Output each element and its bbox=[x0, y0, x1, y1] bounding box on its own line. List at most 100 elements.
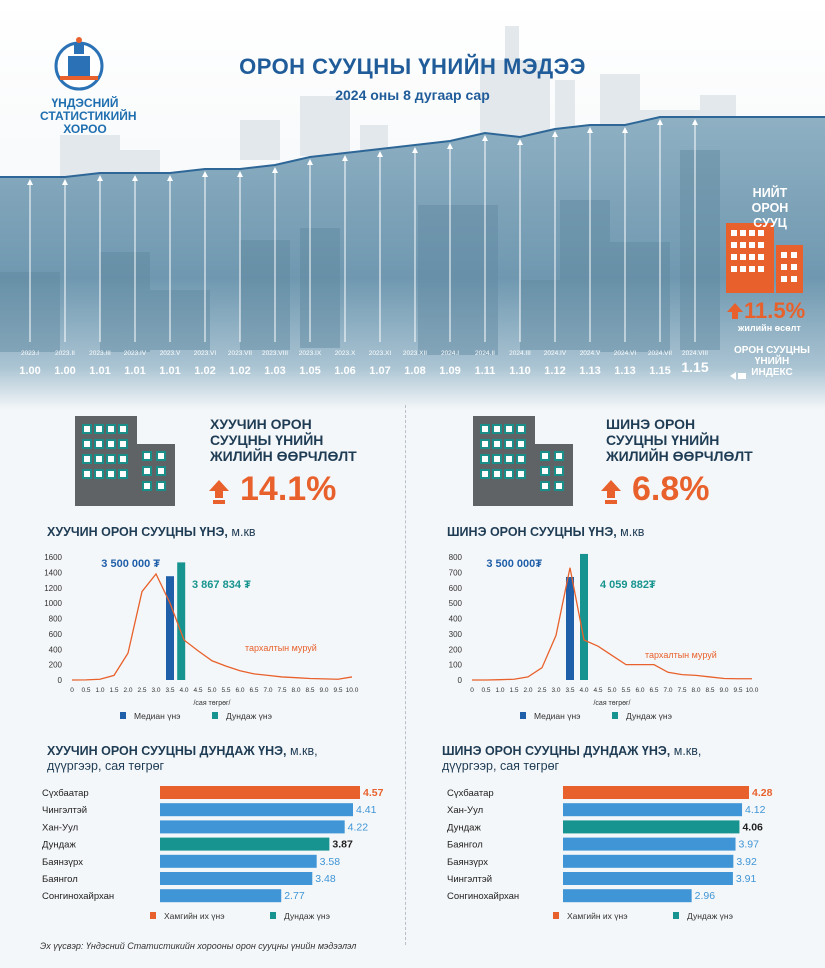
old-change-value: 14.1% bbox=[240, 470, 337, 508]
old-district-title-unit: м.кв, bbox=[289, 744, 318, 758]
dist-x-tick: 1.0 bbox=[495, 687, 504, 694]
index-arrow-icon bbox=[730, 372, 746, 380]
legend-avg-label: Дундаж үнэ bbox=[284, 911, 330, 921]
dist-x-tick: 8.0 bbox=[691, 687, 700, 694]
index-tick-arrow bbox=[202, 171, 208, 177]
page-title: ОРОН СУУЦНЫ ҮНИЙН МЭДЭЭ bbox=[239, 54, 586, 79]
old-change-title: ХУУЧИН ОРОН СУУЦНЫ ҮНИЙН ЖИЛИЙН ӨӨРЧЛӨЛТ bbox=[210, 416, 357, 464]
index-period-label: 2023.I bbox=[21, 350, 39, 357]
page-subtitle: 2024 оны 8 дугаар сар bbox=[335, 87, 490, 103]
district-label: Баянгол bbox=[42, 874, 78, 885]
dist-x-tick: 8.5 bbox=[705, 687, 714, 694]
index-tick-arrow bbox=[482, 135, 488, 141]
dist-x-tick: 4.5 bbox=[593, 687, 602, 694]
index-tick-arrow bbox=[692, 119, 698, 125]
index-value: 1.15 bbox=[649, 365, 670, 377]
dist-legend: Медиан үнэ Дундаж үнэ bbox=[520, 711, 672, 721]
new-district-chart: Сүхбаатар 4.28 Хан-Уул 4.12 Дундаж 4.06 Баянго… bbox=[447, 786, 773, 921]
index-tick-arrow bbox=[132, 175, 138, 181]
index-tick-arrow bbox=[517, 139, 523, 145]
district-bar bbox=[563, 837, 736, 851]
dist-x-tick: 0.5 bbox=[481, 687, 490, 694]
district-value-label: 3.48 bbox=[315, 873, 336, 885]
new-dist-unit: м.кв bbox=[620, 525, 645, 539]
index-tick-arrow bbox=[587, 127, 593, 133]
old-distribution-chart: 0 200 400 600 800 1000 1200 1400 1600 0 0.5 1.0 1.5 2… bbox=[44, 553, 359, 721]
curve-label: тархалтын муруй bbox=[645, 650, 717, 660]
index-value: 1.05 bbox=[299, 365, 320, 377]
district-label: Сүхбаатар bbox=[447, 788, 494, 799]
index-value: 1.00 bbox=[54, 365, 75, 377]
district-legend: Хамгийн их үнэ Дундаж үнэ bbox=[553, 911, 733, 921]
district-bar bbox=[563, 889, 692, 903]
dist-y-tick: 1000 bbox=[44, 599, 62, 608]
dist-x-tick: 6.5 bbox=[649, 687, 658, 694]
mean-value-label: 3 867 834 ₮ bbox=[192, 579, 251, 591]
dist-x-tick: 4.5 bbox=[193, 687, 202, 694]
district-value-label: 3.87 bbox=[332, 839, 353, 851]
new-district-title-line2: дүүргээр, сая төгрөг bbox=[442, 759, 560, 773]
index-value: 1.08 bbox=[404, 365, 425, 377]
new-district-title: ШИНЭ ОРОН СУУЦНЫ ДУНДАЖ ҮНЭ, м.кв, дүүрг… bbox=[442, 744, 701, 774]
total-housing-label: НИЙТ ОРОН СУУЦ bbox=[751, 186, 789, 230]
legend-max-label: Хамгийн их үнэ bbox=[164, 911, 225, 921]
dist-x-tick: 0 bbox=[70, 687, 74, 694]
index-value: 1.03 bbox=[264, 365, 285, 377]
index-period-label: 2024.VIII bbox=[682, 350, 708, 357]
index-period-label: 2024.II bbox=[475, 350, 495, 357]
index-period-label: 2023.VI bbox=[194, 350, 217, 357]
district-value-label: 3.91 bbox=[736, 873, 757, 885]
district-label: Чингэлтэй bbox=[42, 805, 87, 816]
dist-x-tick: 6.0 bbox=[235, 687, 244, 694]
district-value-label: 4.06 bbox=[742, 821, 763, 833]
annual-growth-label: жилийн өсөлт bbox=[738, 323, 801, 333]
distribution-curve bbox=[472, 567, 752, 681]
index-value: 1.01 bbox=[124, 365, 145, 377]
dist-x-tick: 2.0 bbox=[123, 687, 132, 694]
old-apartment-icon bbox=[75, 416, 175, 506]
column-divider bbox=[405, 405, 406, 945]
district-value-label: 2.77 bbox=[284, 890, 305, 902]
legend-avg-swatch bbox=[673, 912, 679, 919]
new-dist-title-text: ШИНЭ ОРОН СУУЦНЫ ҮНЭ, bbox=[447, 525, 617, 539]
index-period-label: 2023.IV bbox=[124, 350, 147, 357]
index-tick-arrow bbox=[412, 147, 418, 153]
dist-y-tick: 600 bbox=[449, 584, 463, 593]
index-period-label: 2023.IX bbox=[299, 350, 322, 357]
index-tick-arrow bbox=[447, 143, 453, 149]
growth-up-arrow-icon bbox=[727, 303, 743, 319]
new-change-value: 6.8% bbox=[632, 470, 710, 508]
index-tick-arrow bbox=[272, 167, 278, 173]
district-label: Хан-Уул bbox=[447, 805, 483, 816]
dist-x-tick: 7.5 bbox=[277, 687, 286, 694]
index-value: 1.01 bbox=[159, 365, 180, 377]
index-value: 1.11 bbox=[475, 365, 496, 377]
district-label: Сонгинохайрхан bbox=[42, 891, 114, 902]
curve-label: тархалтын муруй bbox=[245, 643, 317, 653]
legend-mean-swatch bbox=[612, 712, 618, 719]
legend-max-swatch bbox=[150, 912, 156, 919]
old-dist-unit: м.кв bbox=[231, 525, 256, 539]
dist-x-tick: 1.5 bbox=[109, 687, 118, 694]
index-tick-arrow bbox=[622, 127, 628, 133]
annual-growth-value: 11.5% bbox=[744, 298, 806, 323]
index-tick-arrow bbox=[97, 175, 103, 181]
old-up-arrow-icon bbox=[209, 480, 229, 504]
dist-x-tick: 10.0 bbox=[746, 687, 759, 694]
district-label: Чингэлтэй bbox=[447, 874, 492, 885]
dist-x-tick: 5.5 bbox=[221, 687, 230, 694]
dist-x-label: /сая төгрөг/ bbox=[193, 700, 230, 707]
district-label: Баянзүрх bbox=[447, 857, 488, 868]
dist-x-tick: 7.5 bbox=[677, 687, 686, 694]
dist-x-tick: 2.5 bbox=[537, 687, 546, 694]
index-value: 1.10 bbox=[509, 365, 530, 377]
index-value: 1.01 bbox=[89, 365, 110, 377]
new-dist-title: ШИНЭ ОРОН СУУЦНЫ ҮНЭ, м.кв bbox=[447, 525, 644, 539]
district-bar bbox=[160, 889, 282, 903]
index-tick-arrow bbox=[552, 131, 558, 137]
nso-logo bbox=[54, 37, 104, 91]
dist-y-tick: 1600 bbox=[44, 553, 62, 562]
new-apartment-icon bbox=[473, 416, 573, 506]
district-bar bbox=[160, 820, 345, 834]
district-bar bbox=[563, 872, 733, 885]
